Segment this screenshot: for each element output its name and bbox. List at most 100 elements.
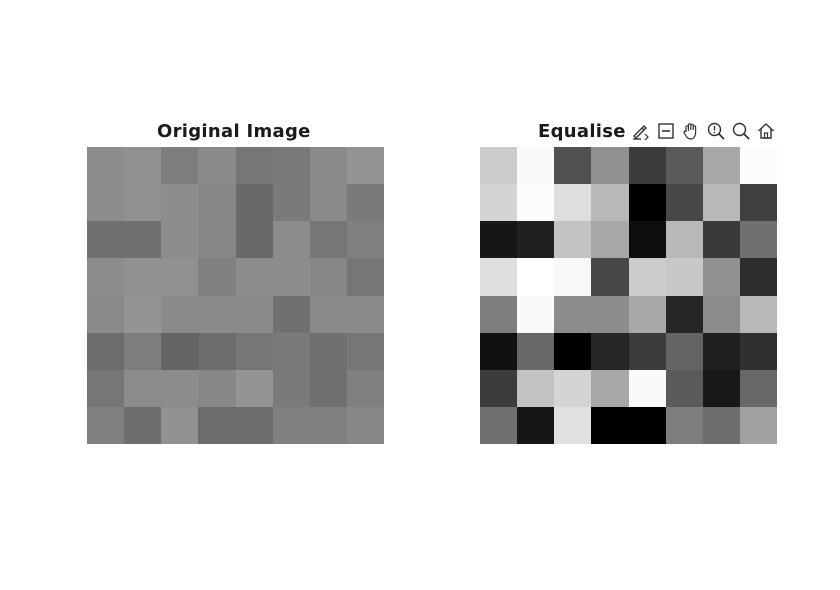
original-pixel	[124, 406, 162, 444]
original-pixel	[235, 184, 273, 222]
equalised-pixel	[665, 258, 703, 296]
original-pixel	[235, 147, 273, 185]
equalised-pixel	[702, 184, 740, 222]
equalised-pixel	[591, 221, 629, 259]
equalised-pixel	[665, 295, 703, 333]
original-pixel	[124, 295, 162, 333]
original-pixel	[198, 258, 236, 296]
original-pixel	[198, 332, 236, 370]
original-pixel	[309, 258, 347, 296]
zoom-out-button[interactable]	[655, 122, 677, 144]
original-pixel	[346, 295, 384, 333]
equalised-pixel	[628, 147, 666, 185]
original-pixel	[309, 184, 347, 222]
original-pixel	[309, 406, 347, 444]
equalised-pixel	[702, 258, 740, 296]
equalised-pixel	[554, 332, 592, 370]
original-pixel	[309, 369, 347, 407]
equalised-pixel	[739, 184, 777, 222]
original-pixel	[161, 295, 199, 333]
equalised-pixel	[554, 221, 592, 259]
original-pixel	[235, 258, 273, 296]
original-pixel	[198, 295, 236, 333]
original-pixel	[309, 332, 347, 370]
original-pixel	[235, 221, 273, 259]
original-pixel	[87, 147, 125, 185]
save-icon	[631, 121, 651, 145]
original-pixel	[198, 369, 236, 407]
equalised-pixel	[591, 184, 629, 222]
equalised-pixel	[702, 369, 740, 407]
original-pixel	[346, 406, 384, 444]
equalised-pixel	[628, 258, 666, 296]
zoom-in-button[interactable]	[730, 122, 752, 144]
original-pixel	[235, 332, 273, 370]
equalised-pixel	[517, 184, 555, 222]
equalised-pixel	[628, 406, 666, 444]
equalised-pixel	[554, 295, 592, 333]
equalised-pixel	[591, 369, 629, 407]
equalised-pixel	[517, 406, 555, 444]
original-pixel	[198, 184, 236, 222]
original-pixel	[272, 406, 310, 444]
axes-title-equalised: Equalise	[538, 121, 626, 142]
equalised-pixel	[665, 406, 703, 444]
equalised-pixel	[480, 295, 518, 333]
equalised-pixel	[702, 406, 740, 444]
equalised-pixel	[702, 332, 740, 370]
original-pixel	[346, 147, 384, 185]
original-pixel	[161, 332, 199, 370]
home-button[interactable]	[755, 122, 777, 144]
original-pixel	[124, 369, 162, 407]
original-pixel	[124, 221, 162, 259]
axes-toolbar	[628, 120, 779, 146]
original-pixel	[161, 184, 199, 222]
equalised-pixel	[739, 147, 777, 185]
equalised-pixel	[628, 184, 666, 222]
original-pixel	[309, 295, 347, 333]
original-pixel	[124, 258, 162, 296]
original-pixel	[346, 369, 384, 407]
zoom-out-icon	[656, 121, 676, 145]
original-pixel	[272, 332, 310, 370]
equalised-pixel	[628, 369, 666, 407]
original-pixel	[161, 221, 199, 259]
original-pixel	[235, 406, 273, 444]
image-axes-equalised[interactable]	[480, 147, 777, 444]
equalised-pixel	[517, 295, 555, 333]
equalised-pixel	[665, 184, 703, 222]
original-pixel	[87, 406, 125, 444]
equalised-pixel	[554, 406, 592, 444]
data-tip-icon	[706, 121, 726, 145]
save-button[interactable]	[630, 122, 652, 144]
equalised-pixel	[739, 258, 777, 296]
original-pixel	[87, 184, 125, 222]
original-pixel	[124, 147, 162, 185]
home-icon	[756, 121, 776, 145]
equalised-pixel	[702, 295, 740, 333]
equalised-pixel	[480, 184, 518, 222]
original-pixel	[198, 221, 236, 259]
pan-button[interactable]	[680, 122, 702, 144]
original-pixel	[161, 369, 199, 407]
equalised-pixel	[628, 332, 666, 370]
data-tip-button[interactable]	[705, 122, 727, 144]
original-pixel	[272, 369, 310, 407]
equalised-pixel	[665, 147, 703, 185]
image-axes-original[interactable]	[87, 147, 384, 444]
original-pixel	[198, 406, 236, 444]
original-pixel	[235, 369, 273, 407]
equalised-pixel	[554, 258, 592, 296]
original-pixel	[161, 406, 199, 444]
original-pixel	[272, 184, 310, 222]
equalised-pixel	[554, 184, 592, 222]
equalised-pixel	[702, 221, 740, 259]
equalised-pixel	[517, 332, 555, 370]
equalised-pixel	[591, 332, 629, 370]
equalised-pixel	[665, 332, 703, 370]
original-pixel	[87, 332, 125, 370]
original-pixel	[87, 295, 125, 333]
original-pixel	[346, 258, 384, 296]
equalised-pixel	[665, 369, 703, 407]
original-pixel	[124, 332, 162, 370]
